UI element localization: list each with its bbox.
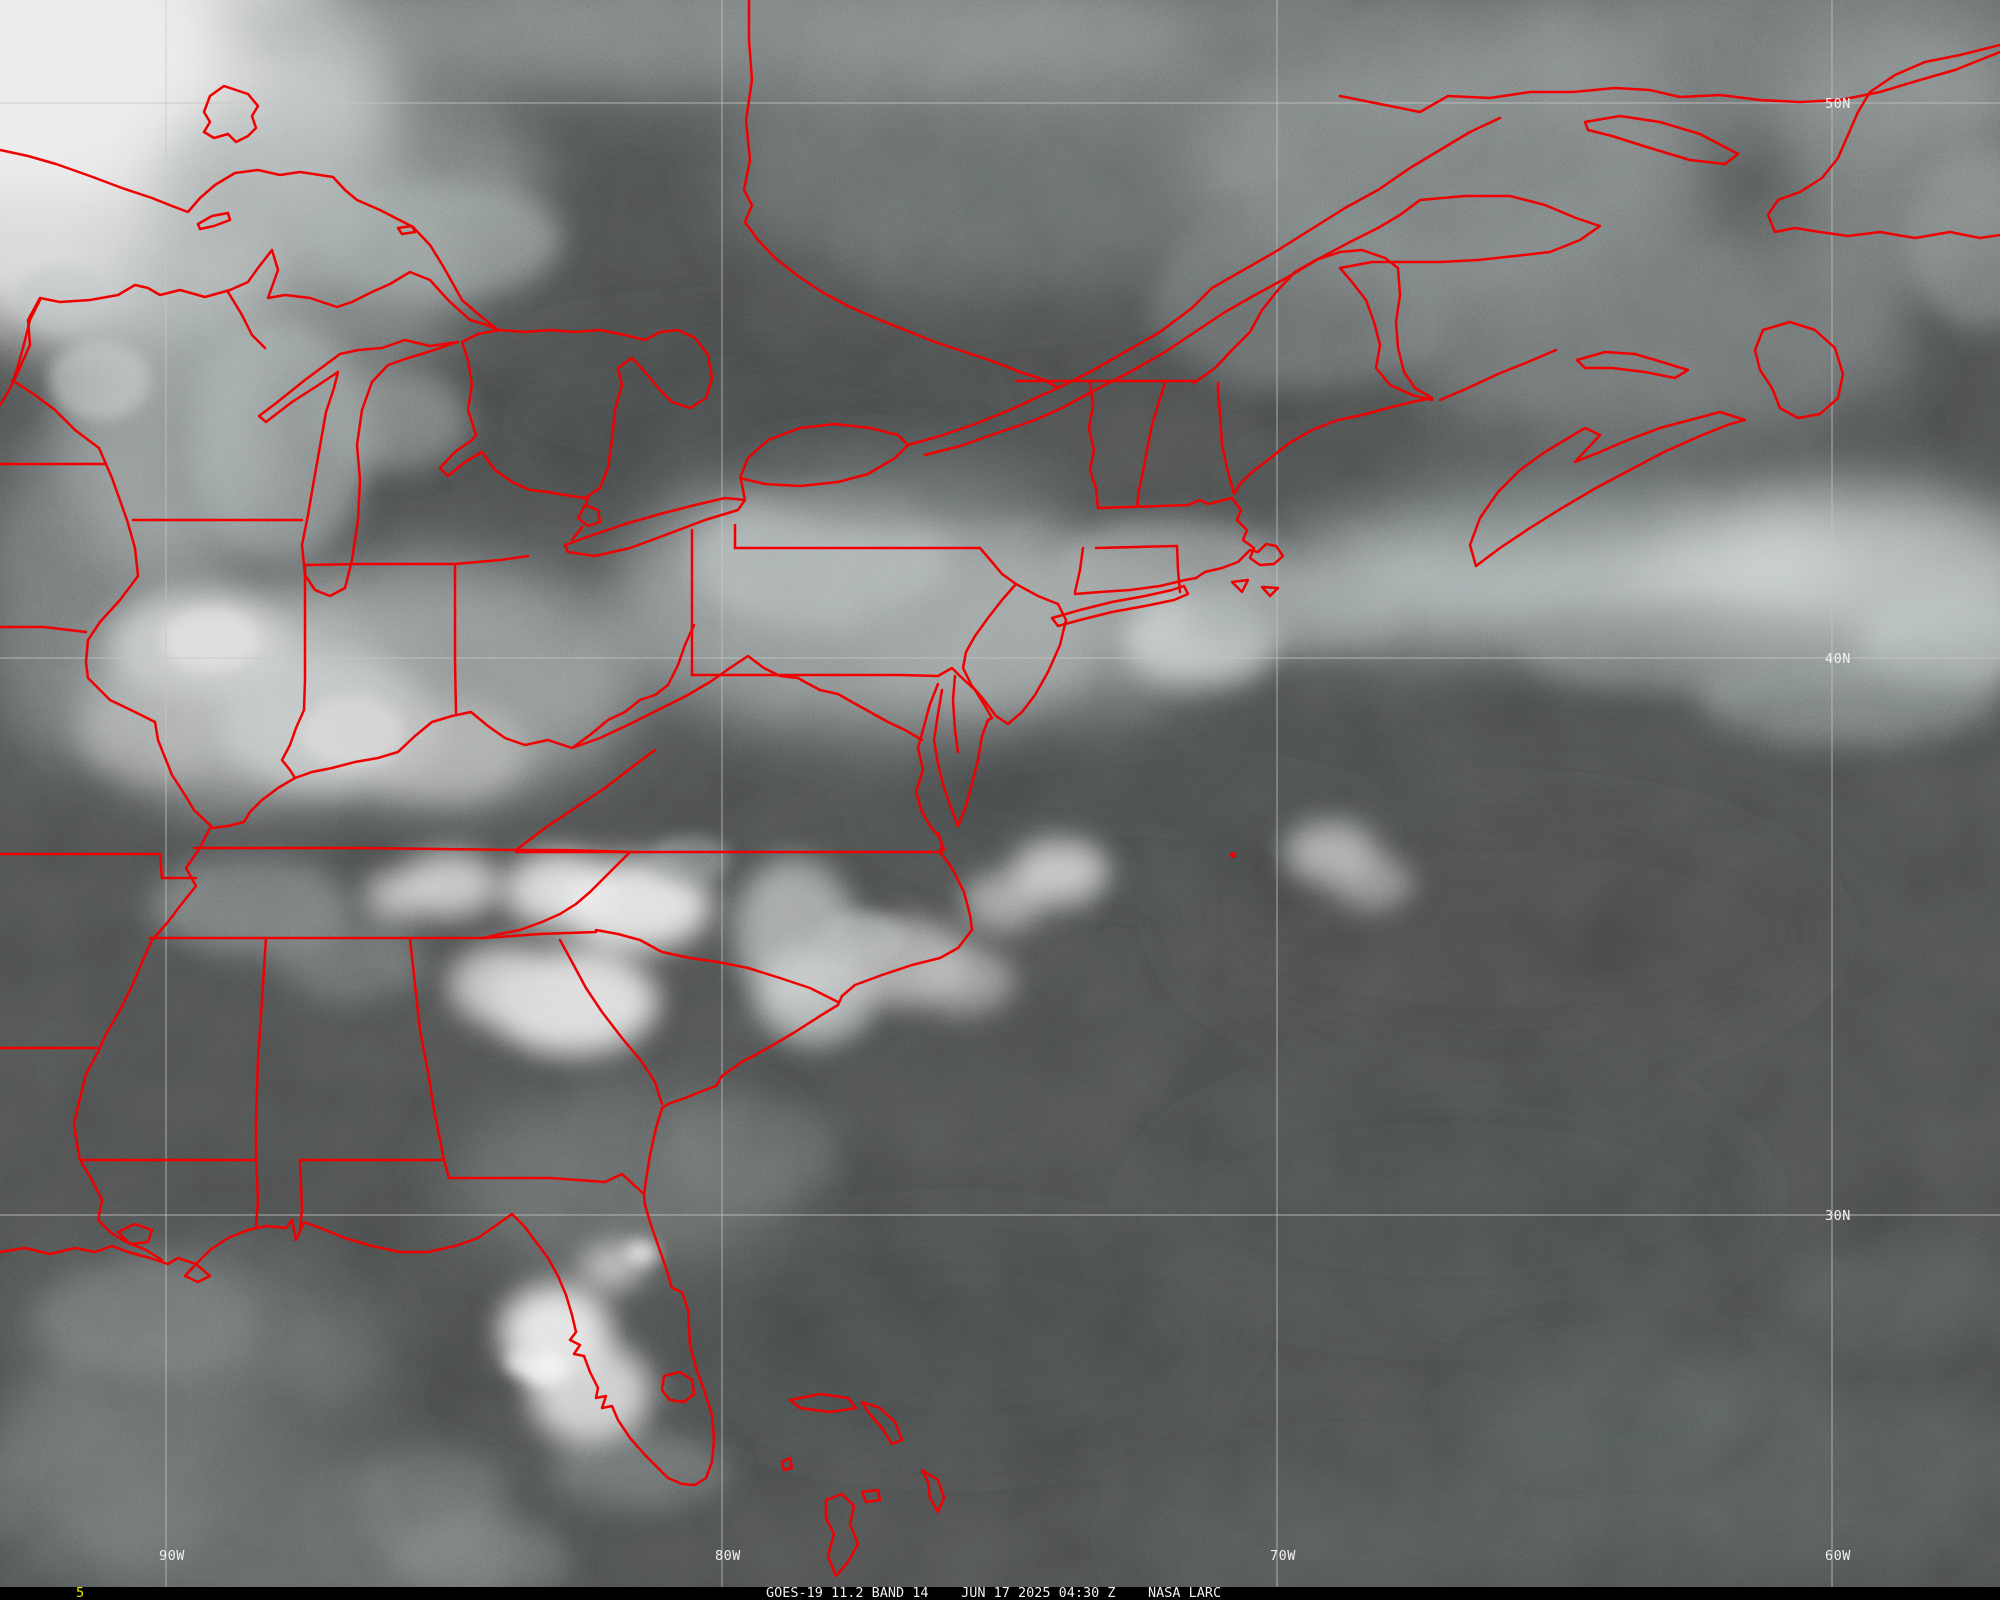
gulf-coast [0, 1212, 514, 1284]
connecticut-coast [1073, 576, 1198, 596]
potomac-river-border [796, 676, 924, 742]
florida-panhandle-west-border [298, 1158, 304, 1230]
grand-bahama-outline [788, 1392, 858, 1414]
michigan-indiana-ohio-border [303, 554, 530, 567]
lake-michigan-outline [257, 338, 460, 598]
ohio-river-border [210, 623, 696, 830]
lake-huron-outline [438, 328, 714, 500]
lake-erie-outline [563, 478, 747, 558]
new-providence-outline [860, 1488, 882, 1504]
lon-label-90w: 90W [159, 1548, 185, 1564]
georgia-alabama-border [408, 936, 451, 1180]
georgia-florida-border [447, 1172, 646, 1196]
massachusetts-coast-cape-cod [1194, 496, 1285, 580]
iowa-missouri-border [0, 625, 88, 634]
lake-superior-outline [0, 148, 500, 407]
vermont-new-hampshire-border [1135, 381, 1167, 509]
nantucket-outline [1260, 585, 1280, 598]
florida-outline [510, 1193, 716, 1487]
massachusetts-south-border [1094, 544, 1179, 550]
indiana-ohio-border [453, 563, 458, 715]
atlantic-coast-maine-to-florida [642, 831, 974, 1197]
quebec-north-shore [1338, 50, 2000, 114]
connecticut-rhode-island-border [1175, 544, 1182, 594]
west-virginia-virginia-border [570, 654, 800, 750]
kentucky-virginia-border [514, 748, 657, 852]
wisconsin-michigan-border [226, 290, 267, 350]
st-lawrence-river-south-shore-gaspe [923, 194, 1602, 457]
lake-okeechobee-outline [660, 1370, 696, 1404]
st-lawrence-river-north-shore [906, 116, 1502, 447]
chesapeake-bay-east-shore [932, 688, 960, 828]
tennessee-north-carolina-border [482, 850, 632, 940]
new-york-pa-delaware-river [978, 546, 1060, 606]
nova-scotia-outline [1468, 410, 1747, 568]
minnesota-wisconsin-border [12, 298, 42, 380]
cape-breton-outline [1753, 320, 1845, 420]
north-carolina-south-carolina-border [594, 928, 840, 1004]
upper-mississippi-river-border [10, 378, 213, 828]
mason-dixon-line [690, 666, 962, 678]
new-jersey-outline [961, 582, 1068, 726]
connecticut-west-border [1073, 546, 1085, 594]
long-island-outline [1050, 584, 1190, 628]
massachusetts-north-border [1096, 496, 1234, 510]
lon-label-60w: 60W [1825, 1548, 1851, 1564]
illinois-indiana-border [280, 563, 307, 780]
mississippi-alabama-border [254, 936, 268, 1228]
lat-label-50n: 50N [1825, 96, 1851, 112]
marthas-vineyard-outline [1230, 578, 1250, 594]
abaco-outline [860, 1400, 904, 1446]
bimini-outline [780, 1456, 794, 1472]
andros-outline [824, 1492, 860, 1578]
prince-edward-island-outline [1575, 350, 1690, 380]
status-digit: 5 [76, 1585, 85, 1600]
lake-stclair-outline [570, 495, 602, 542]
maine-new-brunswick-outline [1192, 248, 1434, 496]
eleuthera-outline [920, 1468, 946, 1514]
lake-nipigon-outline [202, 84, 260, 144]
delaware-coast [958, 674, 994, 720]
isle-royale-outline [196, 211, 232, 231]
anticosti-island-outline [1583, 114, 1740, 166]
lat-label-40n: 40N [1825, 651, 1851, 667]
bay-of-fundy-coast [1438, 348, 1558, 402]
delaware-maryland-border [951, 674, 960, 754]
lat-label-30n: 30N [1825, 1208, 1851, 1224]
newfoundland-outline [1766, 43, 2000, 240]
stray-red-mark [1230, 852, 1236, 858]
caption-text: GOES-19 11.2 BAND 14 JUN 17 2025 04:30 Z… [766, 1585, 1222, 1600]
georgia-south-carolina-border [558, 938, 664, 1106]
graticule-labels: 90W 80W 70W 60W 50N 40N 30N [159, 96, 1851, 1564]
lake-ontario-outline [738, 422, 910, 488]
ontario-quebec-border [742, 0, 1060, 390]
lon-label-80w: 80W [715, 1548, 741, 1564]
michipicoten-island-outline [396, 224, 417, 236]
tennessee-south-border [148, 930, 598, 940]
lake-pontchartrain-outline [116, 1222, 154, 1246]
lon-label-70w: 70W [1270, 1548, 1296, 1564]
new-york-vermont-border [1087, 381, 1100, 510]
delmarva-ocean-coast [956, 716, 994, 828]
missouri-arkansas-border [0, 852, 198, 880]
lower-mississippi-river-border [72, 824, 213, 1262]
caption-bar [0, 1587, 2000, 1600]
